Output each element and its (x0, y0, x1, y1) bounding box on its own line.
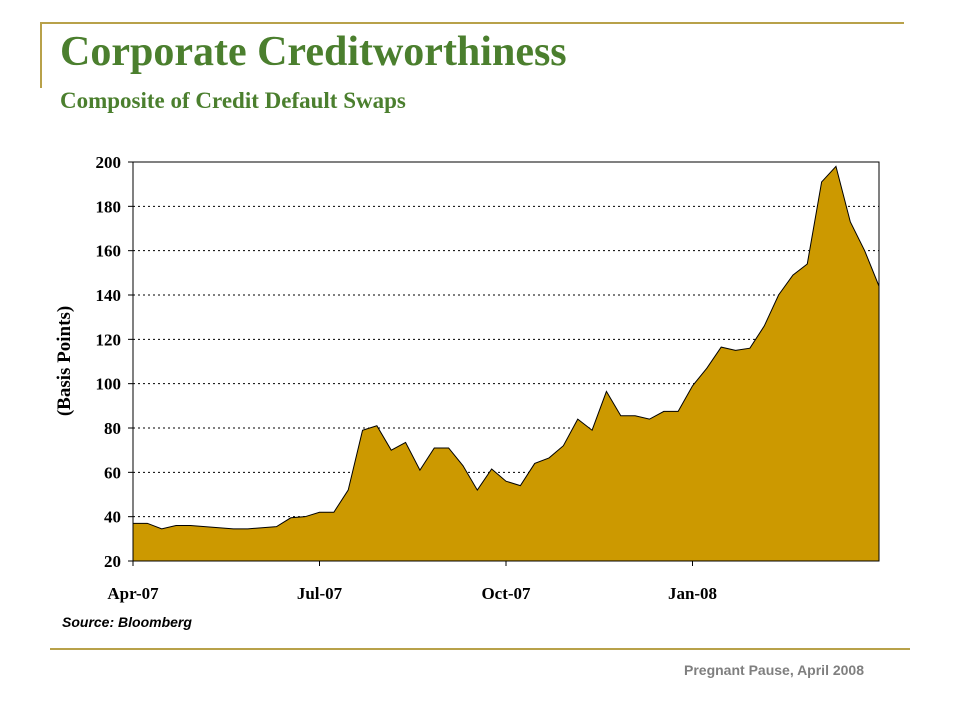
x-tick-label: Oct-07 (481, 584, 531, 603)
y-tick-label: 140 (96, 286, 122, 305)
source-note: Source: Bloomberg (62, 614, 192, 630)
y-tick-label: 80 (104, 419, 121, 438)
bottom-accent-line (50, 648, 910, 650)
area-series (132, 165, 880, 562)
y-tick-label: 40 (104, 508, 121, 527)
footer-text: Pregnant Pause, April 2008 (684, 662, 864, 678)
plot-area (132, 165, 880, 562)
y-axis-title: (Basis Points) (54, 306, 75, 416)
y-tick-label: 120 (96, 330, 122, 349)
slide-subtitle: Composite of Credit Default Swaps (60, 88, 406, 113)
y-tick-label: 100 (96, 375, 122, 394)
y-tick-label: 60 (104, 463, 121, 482)
slide-title: Corporate Creditworthiness (60, 29, 567, 75)
left-accent-line (40, 22, 42, 88)
y-tick-label: 200 (96, 153, 122, 172)
top-accent-line (40, 22, 904, 24)
x-tick-label: Jul-07 (297, 584, 343, 603)
y-tick-label: 160 (96, 242, 122, 261)
y-tick-label: 180 (96, 197, 122, 216)
x-axis-ticks: Apr-07 Jul-07 Oct-07 Jan-08 (107, 561, 717, 603)
x-tick-label: Apr-07 (107, 584, 159, 603)
x-tick-label: Jan-08 (668, 584, 717, 603)
y-axis-ticks: 20 40 60 80 100 120 140 160 180 200 (96, 153, 133, 571)
y-tick-label: 20 (104, 552, 121, 571)
